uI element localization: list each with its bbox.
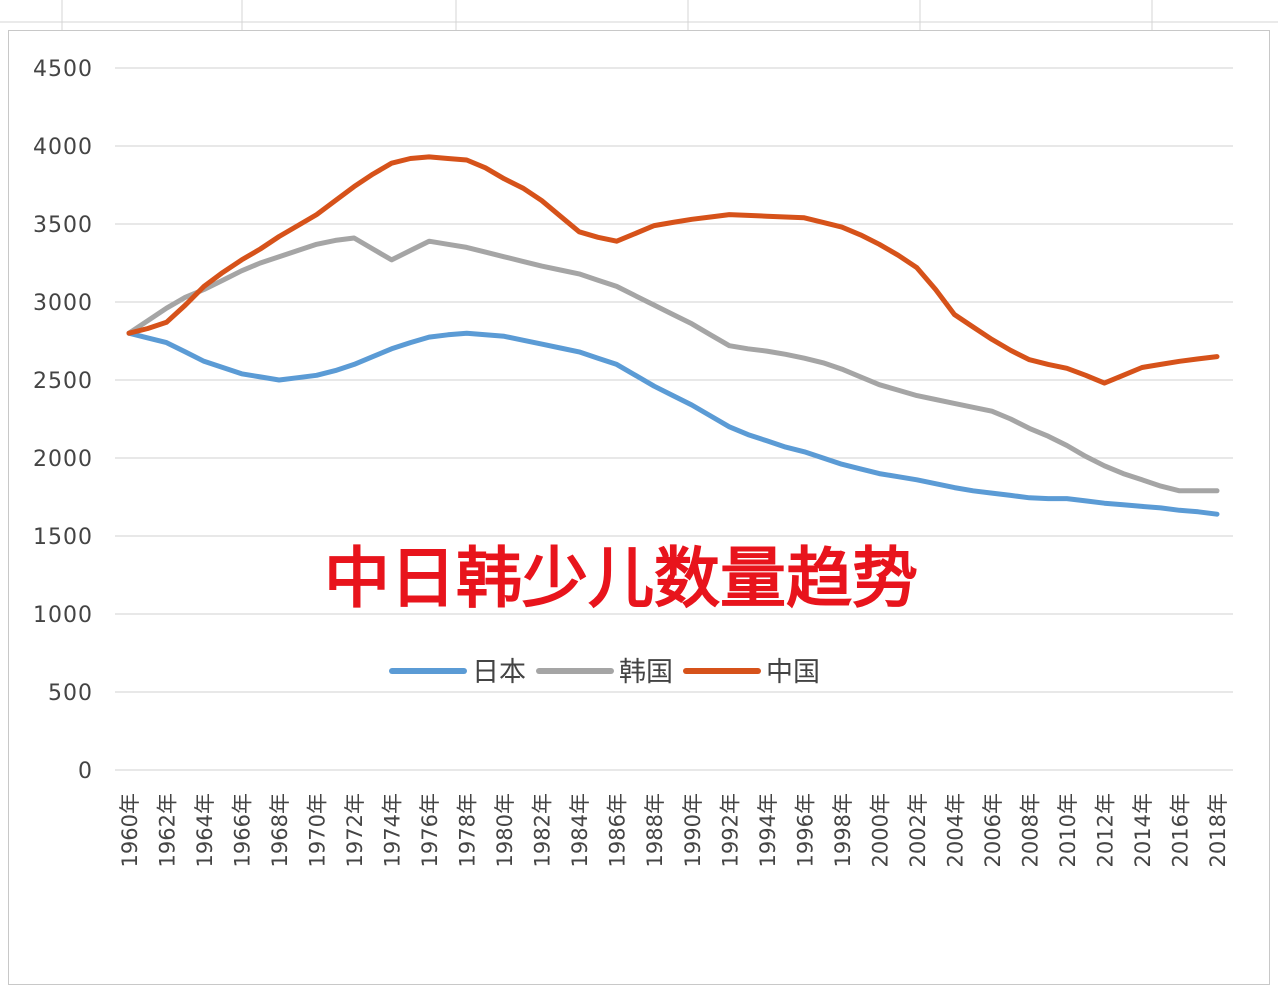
- y-tick-label: 3500: [33, 213, 93, 238]
- line-chart: 0 500 1000 1500 2000 2500 3000 3500 4000 4500 196…: [33, 57, 1233, 867]
- svg-text:1998年: 1998年: [831, 793, 855, 867]
- legend-item: 中国: [683, 657, 820, 688]
- svg-text:1978年: 1978年: [456, 793, 480, 867]
- x-tick-label: 1962年: [156, 793, 180, 867]
- y-tick-label: 2500: [33, 369, 93, 394]
- x-tick-label: 1982年: [531, 793, 555, 867]
- svg-text:1960年: 1960年: [118, 793, 142, 867]
- series-line-日本: [126, 330, 1220, 517]
- chart-area: 0 500 1000 1500 2000 2500 3000 3500 4000 4500 196…: [8, 30, 1270, 985]
- x-tick-label: 2002年: [906, 793, 930, 867]
- y-tick-label: 1000: [33, 603, 93, 628]
- svg-text:1996年: 1996年: [793, 793, 817, 867]
- x-axis-ticks: 1960年 1962年 1964年 1966年 1968年 1970年 1972年 1974年…: [118, 793, 1230, 867]
- x-tick-label: 1978年: [456, 793, 480, 867]
- svg-text:1982年: 1982年: [531, 793, 555, 867]
- svg-text:2002年: 2002年: [906, 793, 930, 867]
- x-tick-label: 1976年: [418, 793, 442, 867]
- y-tick-label: 2000: [33, 447, 93, 472]
- svg-text:2008年: 2008年: [1018, 793, 1042, 867]
- x-tick-label: 2008年: [1018, 793, 1042, 867]
- x-tick-label: 1986年: [606, 793, 630, 867]
- x-tick-label: 1974年: [381, 793, 405, 867]
- svg-text:2018年: 2018年: [1206, 793, 1230, 867]
- svg-text:2012年: 2012年: [1093, 793, 1117, 867]
- x-tick-label: 1960年: [118, 793, 142, 867]
- legend-label: 中国: [766, 657, 820, 688]
- x-tick-label: 1980年: [493, 793, 517, 867]
- y-tick-label: 500: [48, 681, 93, 706]
- x-tick-label: 1992年: [718, 793, 742, 867]
- series-line-韩国: [126, 235, 1220, 494]
- legend-item: 韩国: [536, 657, 673, 688]
- x-tick-label: 2004年: [943, 793, 967, 867]
- svg-text:2010年: 2010年: [1056, 793, 1080, 867]
- svg-text:1984年: 1984年: [568, 793, 592, 867]
- svg-text:1992年: 1992年: [718, 793, 742, 867]
- x-tick-label: 1984年: [568, 793, 592, 867]
- svg-text:2016年: 2016年: [1168, 793, 1192, 867]
- svg-text:2006年: 2006年: [981, 793, 1005, 867]
- svg-text:1976年: 1976年: [418, 793, 442, 867]
- svg-text:1968年: 1968年: [268, 793, 292, 867]
- x-tick-label: 2018年: [1206, 793, 1230, 867]
- svg-text:1964年: 1964年: [193, 793, 217, 867]
- x-tick-label: 2000年: [868, 793, 892, 867]
- x-tick-label: 1970年: [306, 793, 330, 867]
- svg-text:1980年: 1980年: [493, 793, 517, 867]
- x-tick-label: 1988年: [643, 793, 667, 867]
- x-tick-label: 1996年: [793, 793, 817, 867]
- series-line-中国: [126, 154, 1220, 386]
- legend: 日本 韩国 中国: [389, 657, 820, 688]
- y-tick-label: 3000: [33, 291, 93, 316]
- svg-text:2014年: 2014年: [1131, 793, 1155, 867]
- x-tick-label: 1968年: [268, 793, 292, 867]
- svg-text:2000年: 2000年: [868, 793, 892, 867]
- svg-text:1974年: 1974年: [381, 793, 405, 867]
- gridlines: [115, 67, 1233, 771]
- x-tick-label: 1964年: [193, 793, 217, 867]
- y-tick-label: 1500: [33, 525, 93, 550]
- x-tick-label: 1966年: [231, 793, 255, 867]
- chart-title: 中日韩少儿数量趋势: [324, 540, 918, 617]
- svg-text:1988年: 1988年: [643, 793, 667, 867]
- x-tick-label: 2006年: [981, 793, 1005, 867]
- series-lines: [126, 154, 1220, 517]
- x-tick-label: 1998年: [831, 793, 855, 867]
- x-tick-label: 1994年: [756, 793, 780, 867]
- y-tick-label: 0: [78, 759, 93, 784]
- svg-text:1970年: 1970年: [306, 793, 330, 867]
- svg-text:1994年: 1994年: [756, 793, 780, 867]
- svg-text:1966年: 1966年: [231, 793, 255, 867]
- y-tick-label: 4000: [33, 135, 93, 160]
- legend-label: 日本: [472, 657, 526, 688]
- x-tick-label: 2010年: [1056, 793, 1080, 867]
- svg-text:1990年: 1990年: [681, 793, 705, 867]
- x-tick-label: 2014年: [1131, 793, 1155, 867]
- svg-text:1986年: 1986年: [606, 793, 630, 867]
- x-tick-label: 1972年: [343, 793, 367, 867]
- y-axis-ticks: 0 500 1000 1500 2000 2500 3000 3500 4000 4500: [33, 57, 93, 784]
- svg-text:1972年: 1972年: [343, 793, 367, 867]
- svg-text:1962年: 1962年: [156, 793, 180, 867]
- legend-label: 韩国: [619, 657, 673, 688]
- x-tick-label: 2012年: [1093, 793, 1117, 867]
- x-tick-label: 1990年: [681, 793, 705, 867]
- svg-text:2004年: 2004年: [943, 793, 967, 867]
- x-tick-label: 2016年: [1168, 793, 1192, 867]
- legend-item: 日本: [389, 657, 526, 688]
- y-tick-label: 4500: [33, 57, 93, 82]
